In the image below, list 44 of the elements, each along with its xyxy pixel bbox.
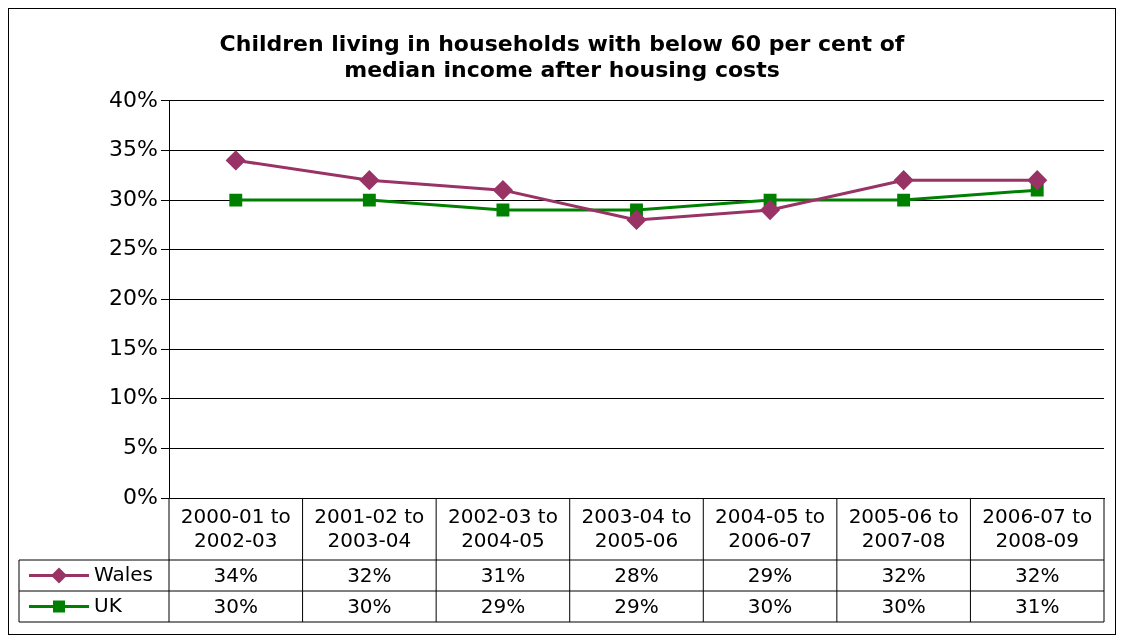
y-tick-label: 10%: [109, 384, 158, 410]
y-tick-label: 25%: [109, 235, 158, 261]
point: [1027, 170, 1047, 190]
point: [226, 150, 246, 170]
x-tick-label: 2004-05 to 2006-07: [715, 504, 826, 553]
data-label: 31%: [1014, 593, 1060, 618]
y-tick-label: 0%: [123, 483, 158, 509]
legend-label: UK: [94, 592, 123, 617]
data-label: 28%: [614, 562, 659, 587]
data-label: 32%: [881, 562, 926, 587]
point: [359, 170, 379, 190]
data-label: 30%: [747, 593, 793, 618]
point: [362, 193, 376, 207]
chart-title: Children living in households with below 60 per cent of median income after housing costs: [219, 30, 905, 83]
data-label: 29%: [614, 593, 659, 618]
data-label: 34%: [213, 562, 259, 587]
x-tick-label: 2003-04 to 2005-06: [581, 504, 692, 553]
y-tick-label: 20%: [109, 285, 158, 311]
x-tick-label: 2000-01 to 2002-03: [180, 504, 291, 553]
data-label: 29%: [480, 593, 526, 618]
y-tick-label: 5%: [123, 434, 158, 460]
point: [760, 200, 780, 220]
data-label: 30%: [213, 593, 259, 618]
y-tick-label: 30%: [109, 185, 158, 211]
x-tick-label: 2002-03 to 2004-05: [447, 504, 558, 553]
data-label: 30%: [881, 593, 926, 618]
data-label: 32%: [347, 562, 392, 587]
y-tick-label: 35%: [109, 136, 158, 162]
point: [894, 170, 914, 190]
point: [229, 193, 243, 207]
legend-label: Wales: [94, 561, 154, 586]
point: [496, 203, 510, 217]
data-label: 29%: [747, 562, 793, 587]
x-tick-label: 2005-06 to 2007-08: [848, 504, 959, 553]
x-tick-label: 2001-02 to 2003-04: [314, 504, 425, 553]
point: [627, 210, 646, 230]
data-label: 32%: [1014, 562, 1060, 587]
point: [897, 193, 911, 207]
x-tick-label: 2006-07 to 2008-09: [982, 504, 1093, 553]
point: [493, 180, 513, 200]
y-tick-label: 15%: [109, 334, 158, 360]
data-label: 30%: [347, 593, 392, 618]
data-label: 31%: [480, 562, 526, 587]
y-tick-label: 40%: [109, 86, 158, 112]
